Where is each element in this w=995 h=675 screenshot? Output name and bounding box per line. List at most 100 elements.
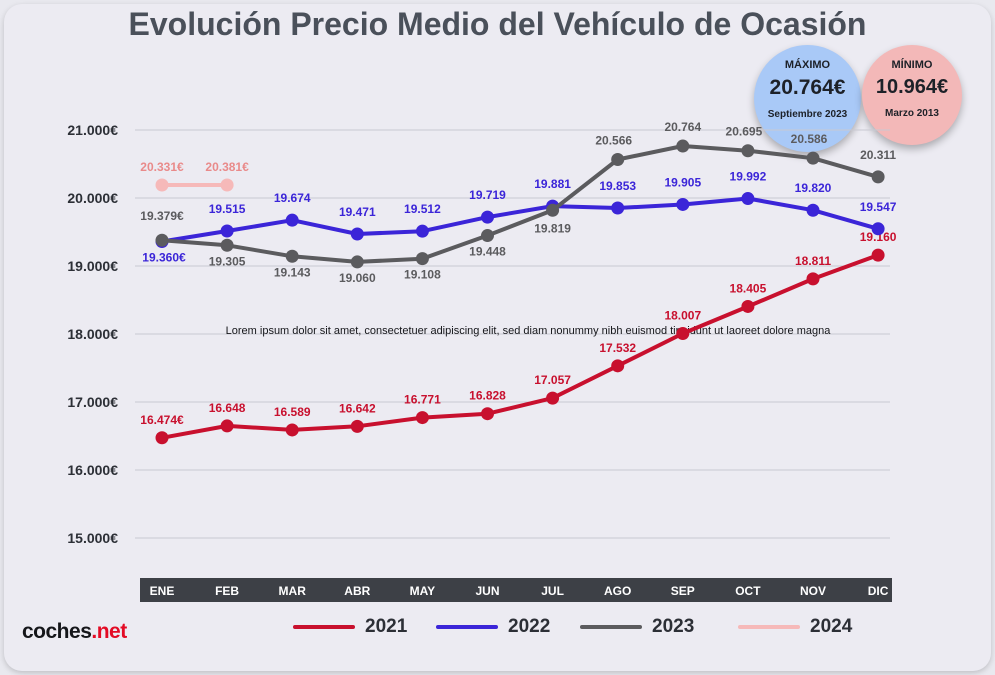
x-tick-label: MAR <box>279 584 307 598</box>
series-line-2021 <box>160 253 881 440</box>
legend-label: 2024 <box>810 616 853 637</box>
legend-label: 2023 <box>652 616 695 637</box>
legend-item-2023: 2023 <box>580 614 694 640</box>
data-point-2021 <box>611 359 625 373</box>
legend-item-2021: 2021 <box>293 614 407 640</box>
min-date: Marzo 2013 <box>885 108 939 119</box>
data-label-2023: 19.108 <box>404 268 441 282</box>
data-label-2021: 17.057 <box>534 373 571 387</box>
data-label-2022: 19.881 <box>534 177 571 191</box>
data-label-2021: 18.007 <box>664 309 701 323</box>
series-line-2023 <box>160 144 881 264</box>
data-label-2022: 19.512 <box>404 202 441 216</box>
data-label-2023: 19.379€ <box>140 209 184 223</box>
data-point-2023 <box>350 255 364 269</box>
data-point-2021 <box>350 419 364 433</box>
data-label-2022: 19.360€ <box>142 251 186 265</box>
y-tick-label: 18.000€ <box>67 326 118 342</box>
x-tick-label: ABR <box>344 584 370 598</box>
data-point-2023 <box>415 252 429 266</box>
legend-item-2022: 2022 <box>436 614 550 640</box>
data-label-2022: 19.547 <box>860 200 897 214</box>
data-label-2022: 19.853 <box>599 179 636 193</box>
legend-swatch <box>580 625 642 629</box>
y-tick-label: 19.000€ <box>67 258 118 274</box>
y-tick-label: 21.000€ <box>67 122 118 138</box>
data-label-2023: 19.143 <box>274 265 311 279</box>
data-label-2021: 16.589 <box>274 405 311 419</box>
data-point-2021 <box>481 407 494 421</box>
data-label-2021: 16.474€ <box>140 413 184 427</box>
max-label: MÁXIMO <box>784 59 831 71</box>
data-label-2021: 16.642 <box>339 401 376 415</box>
min-label: MÍNIMO <box>891 59 933 71</box>
x-axis-band <box>140 578 892 602</box>
data-point-2022 <box>285 213 299 227</box>
data-point-2021 <box>415 411 429 425</box>
x-tick-label: OCT <box>735 584 761 598</box>
data-label-2024: 20.381€ <box>205 160 249 174</box>
max-date: Septiembre 2023 <box>767 109 848 120</box>
x-tick-label: NOV <box>800 584 826 598</box>
logo-text-main: coches <box>22 620 92 643</box>
max-value: 20.764€ <box>769 76 846 99</box>
data-label-2022: 19.515 <box>209 202 246 216</box>
legend-item-2024: 2024 <box>738 614 852 640</box>
max-price-bubble: MÁXIMO 20.764€ Septiembre 2023 <box>754 45 861 152</box>
min-price-bubble: MÍNIMO 10.964€ Marzo 2013 <box>862 45 962 145</box>
data-point-2023 <box>871 170 885 184</box>
data-label-2023: 20.764 <box>664 120 701 134</box>
data-label-2022: 19.905 <box>664 175 701 189</box>
chart-annotation: Lorem ipsum dolor sit amet, consectetuer… <box>226 325 832 337</box>
x-tick-label: FEB <box>215 584 239 598</box>
data-point-2021 <box>806 272 820 286</box>
series-line-2022 <box>160 196 881 244</box>
data-point-2024 <box>220 178 234 192</box>
data-label-2022: 19.674 <box>274 191 311 205</box>
data-label-2023: 19.305 <box>209 254 246 268</box>
min-value: 10.964€ <box>875 76 949 98</box>
data-point-2023 <box>546 203 560 217</box>
data-label-2024: 20.331€ <box>140 160 184 174</box>
legend-swatch <box>738 625 800 629</box>
y-tick-label: 17.000€ <box>67 394 118 410</box>
legend-swatch <box>293 625 355 629</box>
data-label-2021: 19.160 <box>860 230 897 244</box>
chart-title: Evolución Precio Medio del Vehículo de O… <box>128 6 867 42</box>
data-point-2023 <box>481 229 494 243</box>
data-label-2021: 18.811 <box>795 254 831 268</box>
coches-net-logo: coches.net <box>22 620 127 644</box>
data-label-2022: 19.992 <box>730 170 767 184</box>
data-point-2022 <box>415 224 429 238</box>
data-point-2023 <box>285 249 299 263</box>
data-label-2023: 19.060 <box>339 271 376 285</box>
data-label-2021: 16.828 <box>469 389 506 403</box>
x-tick-label: ENE <box>150 584 175 598</box>
data-label-2023: 19.448 <box>469 245 506 259</box>
data-label-2021: 18.405 <box>730 281 767 295</box>
data-label-2022: 19.820 <box>795 181 832 195</box>
data-point-2023 <box>220 238 234 252</box>
data-label-2023: 20.695 <box>726 125 763 139</box>
data-label-2022: 19.471 <box>339 205 376 219</box>
data-point-2021 <box>155 431 169 445</box>
legend-label: 2021 <box>365 616 408 637</box>
x-tick-label: JUL <box>541 584 564 598</box>
logo-text-domain: .net <box>91 620 127 643</box>
data-point-2023 <box>676 139 690 153</box>
data-point-2021 <box>220 419 234 433</box>
data-point-2022 <box>871 222 885 236</box>
data-point-2021 <box>285 423 299 437</box>
x-tick-label: SEP <box>671 584 695 598</box>
data-label-2023: 20.566 <box>595 134 632 148</box>
y-tick-label: 15.000€ <box>67 530 118 546</box>
data-point-2021 <box>546 391 560 405</box>
data-label-2021: 17.532 <box>599 341 636 355</box>
data-point-2021 <box>676 327 690 341</box>
data-point-2023 <box>741 144 755 158</box>
y-tick-label: 16.000€ <box>67 462 118 478</box>
x-tick-label: MAY <box>410 584 436 598</box>
legend-swatch <box>436 625 498 629</box>
data-point-2022 <box>350 227 364 241</box>
